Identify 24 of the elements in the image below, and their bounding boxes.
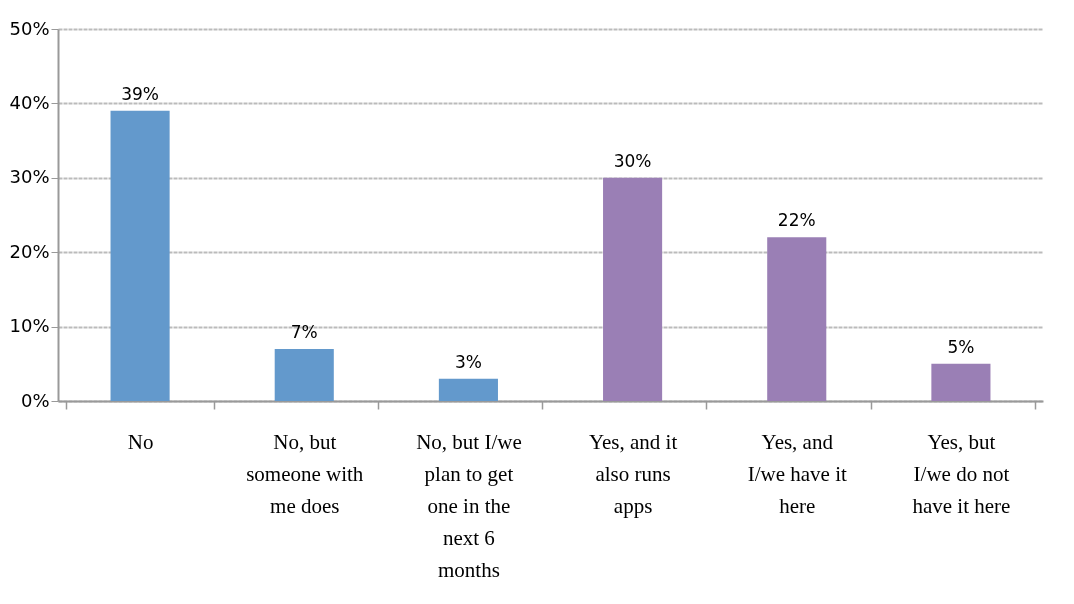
- x-tick-label: No: [127, 429, 154, 454]
- data-label: 5%: [947, 336, 975, 357]
- x-tick-label: Yes, and I/we have it here: [747, 429, 847, 518]
- y-tick-label: 0%: [20, 389, 50, 411]
- bar: [603, 177, 663, 401]
- x-tick-label: Yes, but I/we do not have it here: [912, 429, 1011, 518]
- y-tick-label: 30%: [9, 166, 50, 188]
- y-tick-label: 10%: [9, 315, 50, 337]
- data-label: 7%: [290, 321, 318, 342]
- bar: [767, 237, 827, 401]
- y-tick-label: 50%: [9, 17, 50, 39]
- y-tick-label: 40%: [9, 91, 50, 113]
- x-tick-label: No, but I/we plan to get one in the next 6 months: [416, 429, 522, 582]
- x-tick-label: Yes, and it also runs apps: [588, 429, 678, 518]
- bar: [931, 363, 991, 401]
- data-label: 30%: [613, 150, 652, 171]
- bar: [438, 378, 498, 401]
- data-label: 39%: [121, 83, 159, 104]
- bar: [110, 110, 170, 401]
- data-label: 22%: [777, 210, 816, 231]
- bar: [274, 348, 334, 401]
- x-tick-label: No, but someone with me does: [246, 429, 364, 518]
- y-tick-label: 20%: [9, 240, 50, 262]
- data-label: 3%: [454, 351, 482, 372]
